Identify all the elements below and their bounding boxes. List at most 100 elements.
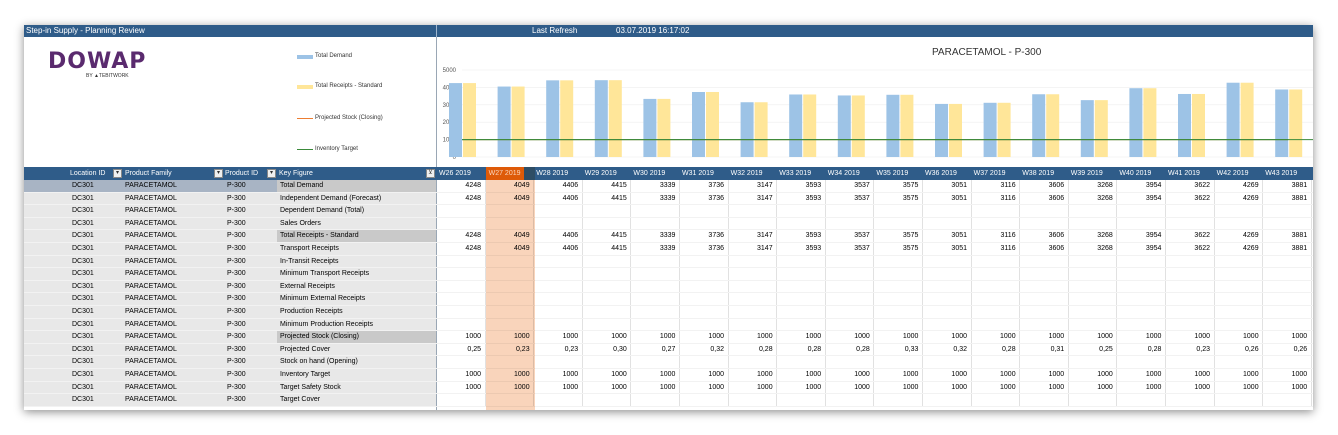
cell-value[interactable]: 3147	[757, 232, 773, 240]
filter-keyfigure-funnel-icon[interactable]: ⊻	[426, 169, 435, 178]
cell-value[interactable]: 1000	[805, 333, 822, 341]
cell-value[interactable]: 4406	[562, 194, 579, 202]
cell-value[interactable]: 1000	[708, 371, 724, 378]
cell-value[interactable]: 1000	[1048, 383, 1065, 391]
cell-value[interactable]: 3051	[951, 232, 967, 240]
week-header[interactable]: W40 2019	[1119, 170, 1152, 177]
cell-value[interactable]: 0,30	[613, 345, 627, 353]
table-row[interactable]: DC301 PARACETAMOL P-300 External Receipts	[24, 280, 1313, 294]
cell-value[interactable]: 1000	[562, 371, 579, 378]
cell-value[interactable]: 3537	[854, 182, 870, 189]
table-row[interactable]: DC301 PARACETAMOL P-300 Transport Receipts 4…	[24, 243, 1313, 256]
cell-value[interactable]: 3268	[1097, 232, 1113, 240]
cell-value[interactable]: 1000	[951, 371, 967, 378]
cell-value[interactable]: 1000	[902, 333, 919, 341]
cell-value[interactable]: 1000	[805, 383, 822, 391]
cell-value[interactable]: 0,26	[1244, 345, 1259, 353]
cell-value[interactable]: 3051	[951, 245, 967, 252]
cell-value[interactable]: 3537	[854, 194, 870, 202]
cell-value[interactable]: 0,33	[904, 345, 919, 353]
header-family[interactable]: Product Family	[125, 170, 172, 177]
cell-value[interactable]: 3593	[805, 245, 822, 252]
table-row[interactable]: DC301 PARACETAMOL P-300 Stock on hand (Open…	[24, 356, 1313, 369]
table-row[interactable]: DC301 PARACETAMOL P-300 In-Transit Receipts	[24, 255, 1313, 269]
week-header[interactable]: W26 2019	[439, 170, 471, 177]
table-row[interactable]: DC301 PARACETAMOL P-300 Production Receipts	[24, 306, 1313, 319]
cell-value[interactable]: 0,28	[1147, 345, 1162, 353]
week-header[interactable]: W39 2019	[1070, 170, 1103, 177]
cell-value[interactable]: 3051	[951, 194, 967, 202]
cell-value[interactable]: 3954	[1145, 245, 1162, 252]
cell-value[interactable]: 1000	[1000, 371, 1016, 378]
cell-value[interactable]: 1000	[1145, 383, 1162, 391]
cell-value[interactable]: 1000	[854, 371, 870, 378]
cell-value[interactable]: 3881	[1291, 194, 1308, 202]
cell-value[interactable]: 3736	[708, 182, 724, 189]
table-row[interactable]: DC301 PARACETAMOL P-300 Dependent Demand (T…	[24, 205, 1313, 218]
cell-value[interactable]: 1000	[854, 383, 870, 391]
cell-value[interactable]: 3622	[1194, 194, 1210, 202]
cell-value[interactable]: 0,28	[1001, 345, 1016, 353]
week-header[interactable]: W28 2019	[536, 170, 569, 177]
cell-value[interactable]: 3147	[757, 194, 773, 202]
table-row[interactable]: DC301 PARACETAMOL P-300 Minimum Transport R…	[24, 268, 1313, 281]
cell-value[interactable]: 1000	[951, 383, 967, 391]
cell-value[interactable]: 1000	[1194, 333, 1210, 341]
cell-value[interactable]: 4248	[465, 194, 481, 202]
cell-value[interactable]: 0,26	[1293, 345, 1308, 353]
week-header[interactable]: W38 2019	[1022, 170, 1055, 177]
cell-value[interactable]: 1000	[611, 371, 627, 378]
cell-value[interactable]: 3622	[1194, 232, 1210, 240]
cell-value[interactable]: 0,32	[953, 345, 967, 353]
cell-value[interactable]: 1000	[659, 383, 676, 391]
cell-value[interactable]: 4415	[611, 232, 627, 240]
cell-value[interactable]: 4269	[1243, 232, 1259, 240]
cell-value[interactable]: 3537	[854, 232, 870, 240]
cell-value[interactable]: 3593	[805, 232, 822, 240]
cell-value[interactable]: 0,23	[564, 345, 579, 353]
table-row[interactable]: DC301 PARACETAMOL P-300 Inventory Target 100…	[24, 369, 1313, 382]
cell-value[interactable]: 4248	[465, 182, 481, 189]
week-header[interactable]: W34 2019	[827, 170, 860, 177]
cell-value[interactable]: 3954	[1145, 232, 1162, 240]
cell-value[interactable]: 3268	[1097, 194, 1113, 202]
cell-value[interactable]: 3606	[1048, 245, 1065, 252]
cell-value[interactable]: 3881	[1291, 182, 1308, 189]
cell-value[interactable]: 1000	[1194, 383, 1210, 391]
cell-value[interactable]: 1000	[659, 371, 676, 378]
cell-value[interactable]: 1000	[1145, 371, 1162, 378]
cell-value[interactable]: 3606	[1048, 182, 1065, 189]
cell-value[interactable]: 1000	[757, 383, 773, 391]
cell-value[interactable]: 3575	[902, 194, 919, 202]
cell-value[interactable]: 3268	[1097, 182, 1113, 189]
cell-value[interactable]: 1000	[902, 383, 919, 391]
cell-value[interactable]: 3339	[659, 194, 676, 202]
cell-value[interactable]: 1000	[1097, 333, 1113, 341]
week-header[interactable]: W37 2019	[973, 170, 1006, 177]
cell-value[interactable]: 4269	[1243, 245, 1259, 252]
week-header[interactable]: W35 2019	[876, 170, 909, 177]
cell-value[interactable]: 0,28	[807, 345, 822, 353]
cell-value[interactable]: 1000	[902, 371, 919, 378]
cell-value[interactable]: 1000	[805, 371, 822, 378]
week-header[interactable]: W32 2019	[730, 170, 763, 177]
cell-value[interactable]: 4415	[611, 245, 627, 252]
cell-value[interactable]: 3116	[1000, 194, 1016, 202]
cell-value[interactable]: 3116	[1000, 182, 1016, 189]
cell-value[interactable]: 1000	[1000, 383, 1016, 391]
cell-value[interactable]: 3268	[1097, 245, 1113, 252]
table-row[interactable]: DC301 PARACETAMOL P-300 Projected Cover 0,25…	[24, 343, 1313, 357]
cell-value[interactable]: 4248	[465, 245, 481, 252]
cell-value[interactable]: 3147	[757, 182, 773, 189]
cell-value[interactable]: 3881	[1291, 245, 1308, 252]
cell-value[interactable]: 1000	[465, 383, 481, 391]
cell-value[interactable]: 1000	[611, 333, 627, 341]
table-row[interactable]: DC301 PARACETAMOL P-300 Minimum Production …	[24, 318, 1313, 332]
cell-value[interactable]: 3593	[805, 194, 822, 202]
cell-value[interactable]: 3881	[1291, 232, 1308, 240]
cell-value[interactable]: 1000	[757, 371, 773, 378]
cell-value[interactable]: 3736	[708, 194, 724, 202]
cell-value[interactable]: 4415	[611, 182, 627, 189]
cell-value[interactable]: 0,28	[856, 345, 870, 353]
